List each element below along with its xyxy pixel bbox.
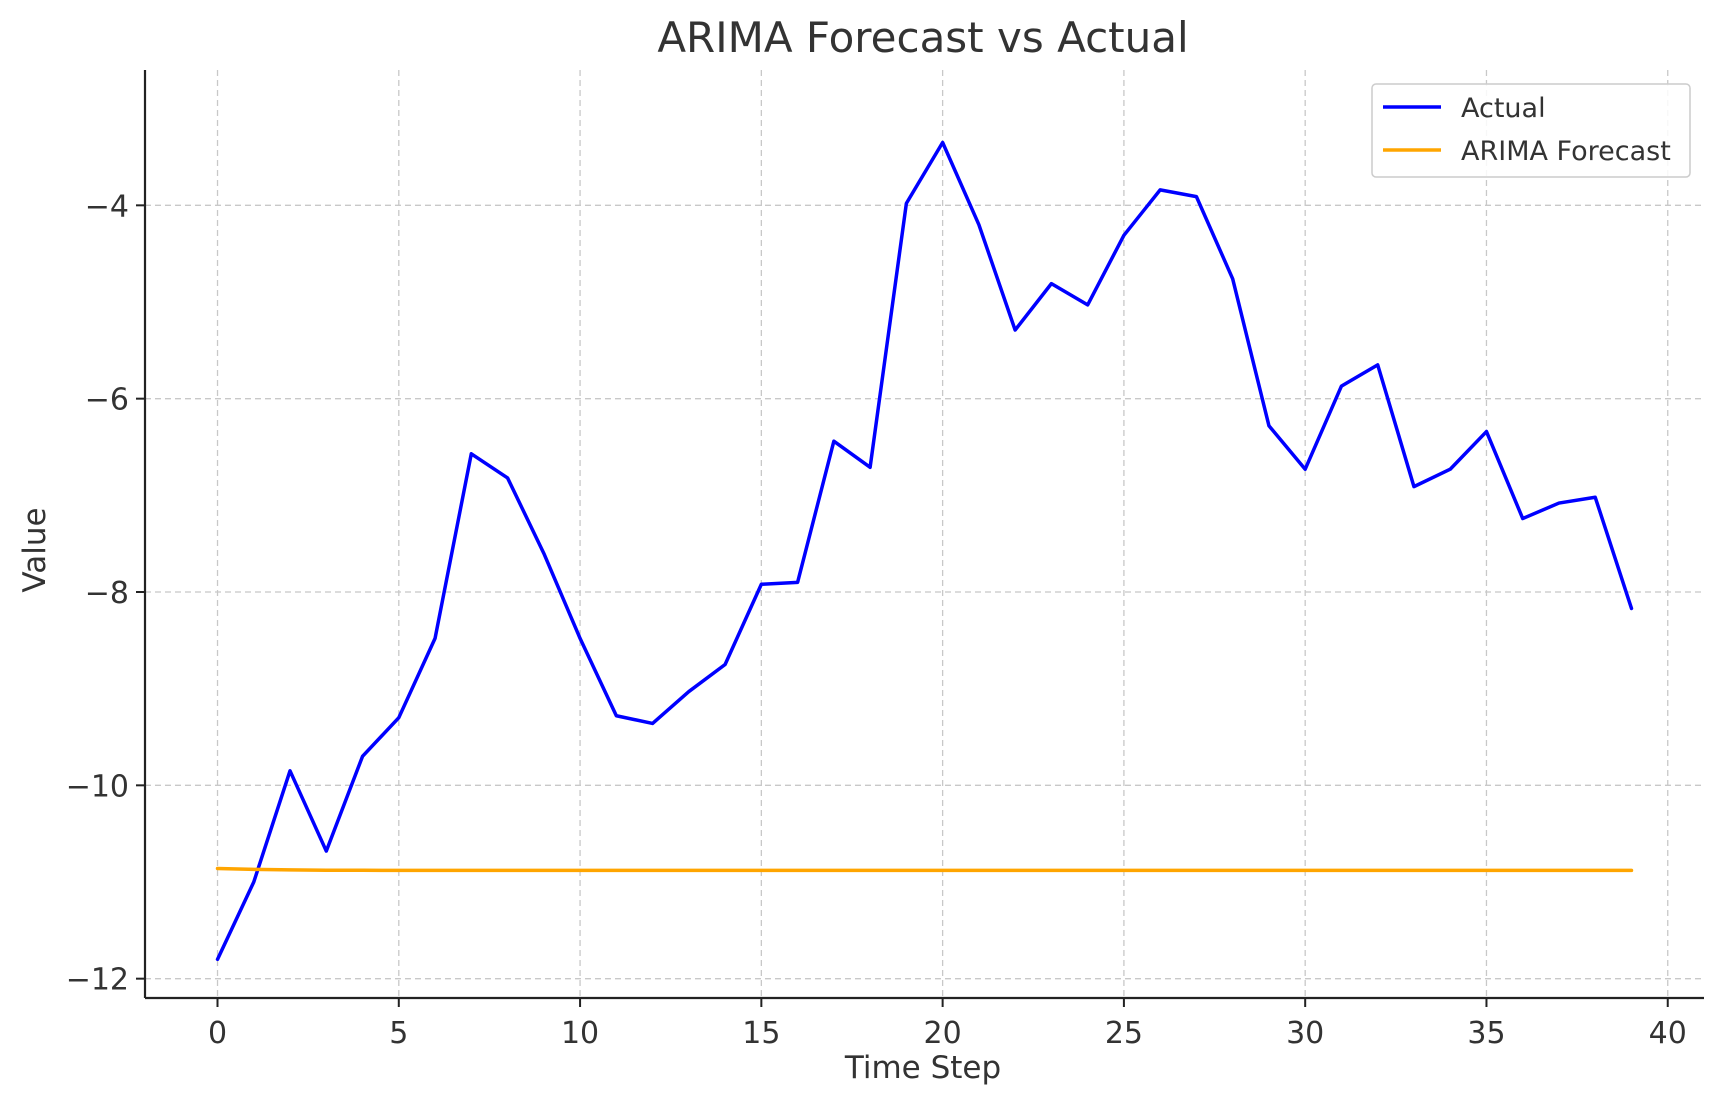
y-axis-label: Value: [17, 507, 53, 592]
grid: [145, 70, 1704, 998]
series-line-actual: [215, 140, 1634, 962]
x-tick-label: 15: [742, 1016, 780, 1051]
legend-box: [1371, 83, 1691, 178]
x-tick-label: 5: [389, 1016, 408, 1051]
series-lines: [215, 140, 1634, 962]
axes: [143, 70, 1704, 1000]
series-line-arima-forecast: [215, 866, 1634, 873]
y-tick-label: −4: [85, 189, 129, 224]
x-tick-label: 0: [208, 1016, 227, 1051]
x-axis-label: Time Step: [844, 1050, 1001, 1086]
x-tick-label: 30: [1286, 1016, 1324, 1051]
y-tick-label: −10: [66, 769, 129, 804]
x-tick-label: 20: [924, 1016, 962, 1051]
y-tick-label: −8: [85, 576, 129, 611]
x-tick-label: 25: [1105, 1016, 1143, 1051]
legend: Actual ARIMA Forecast: [1371, 83, 1691, 178]
y-axis-ticks: −12 −10 −8 −6 −4: [66, 189, 145, 998]
x-tick-label: 35: [1467, 1016, 1505, 1051]
x-axis-ticks: 0 5 10 15 20 25 30 35 40: [208, 998, 1687, 1051]
y-tick-label: −12: [66, 963, 129, 998]
x-tick-label: 40: [1649, 1016, 1687, 1051]
legend-label-actual: Actual: [1461, 93, 1546, 124]
legend-label-arima-forecast: ARIMA Forecast: [1461, 136, 1671, 167]
chart-title: ARIMA Forecast vs Actual: [657, 13, 1188, 62]
y-tick-label: −6: [85, 383, 129, 418]
x-tick-label: 10: [561, 1016, 599, 1051]
